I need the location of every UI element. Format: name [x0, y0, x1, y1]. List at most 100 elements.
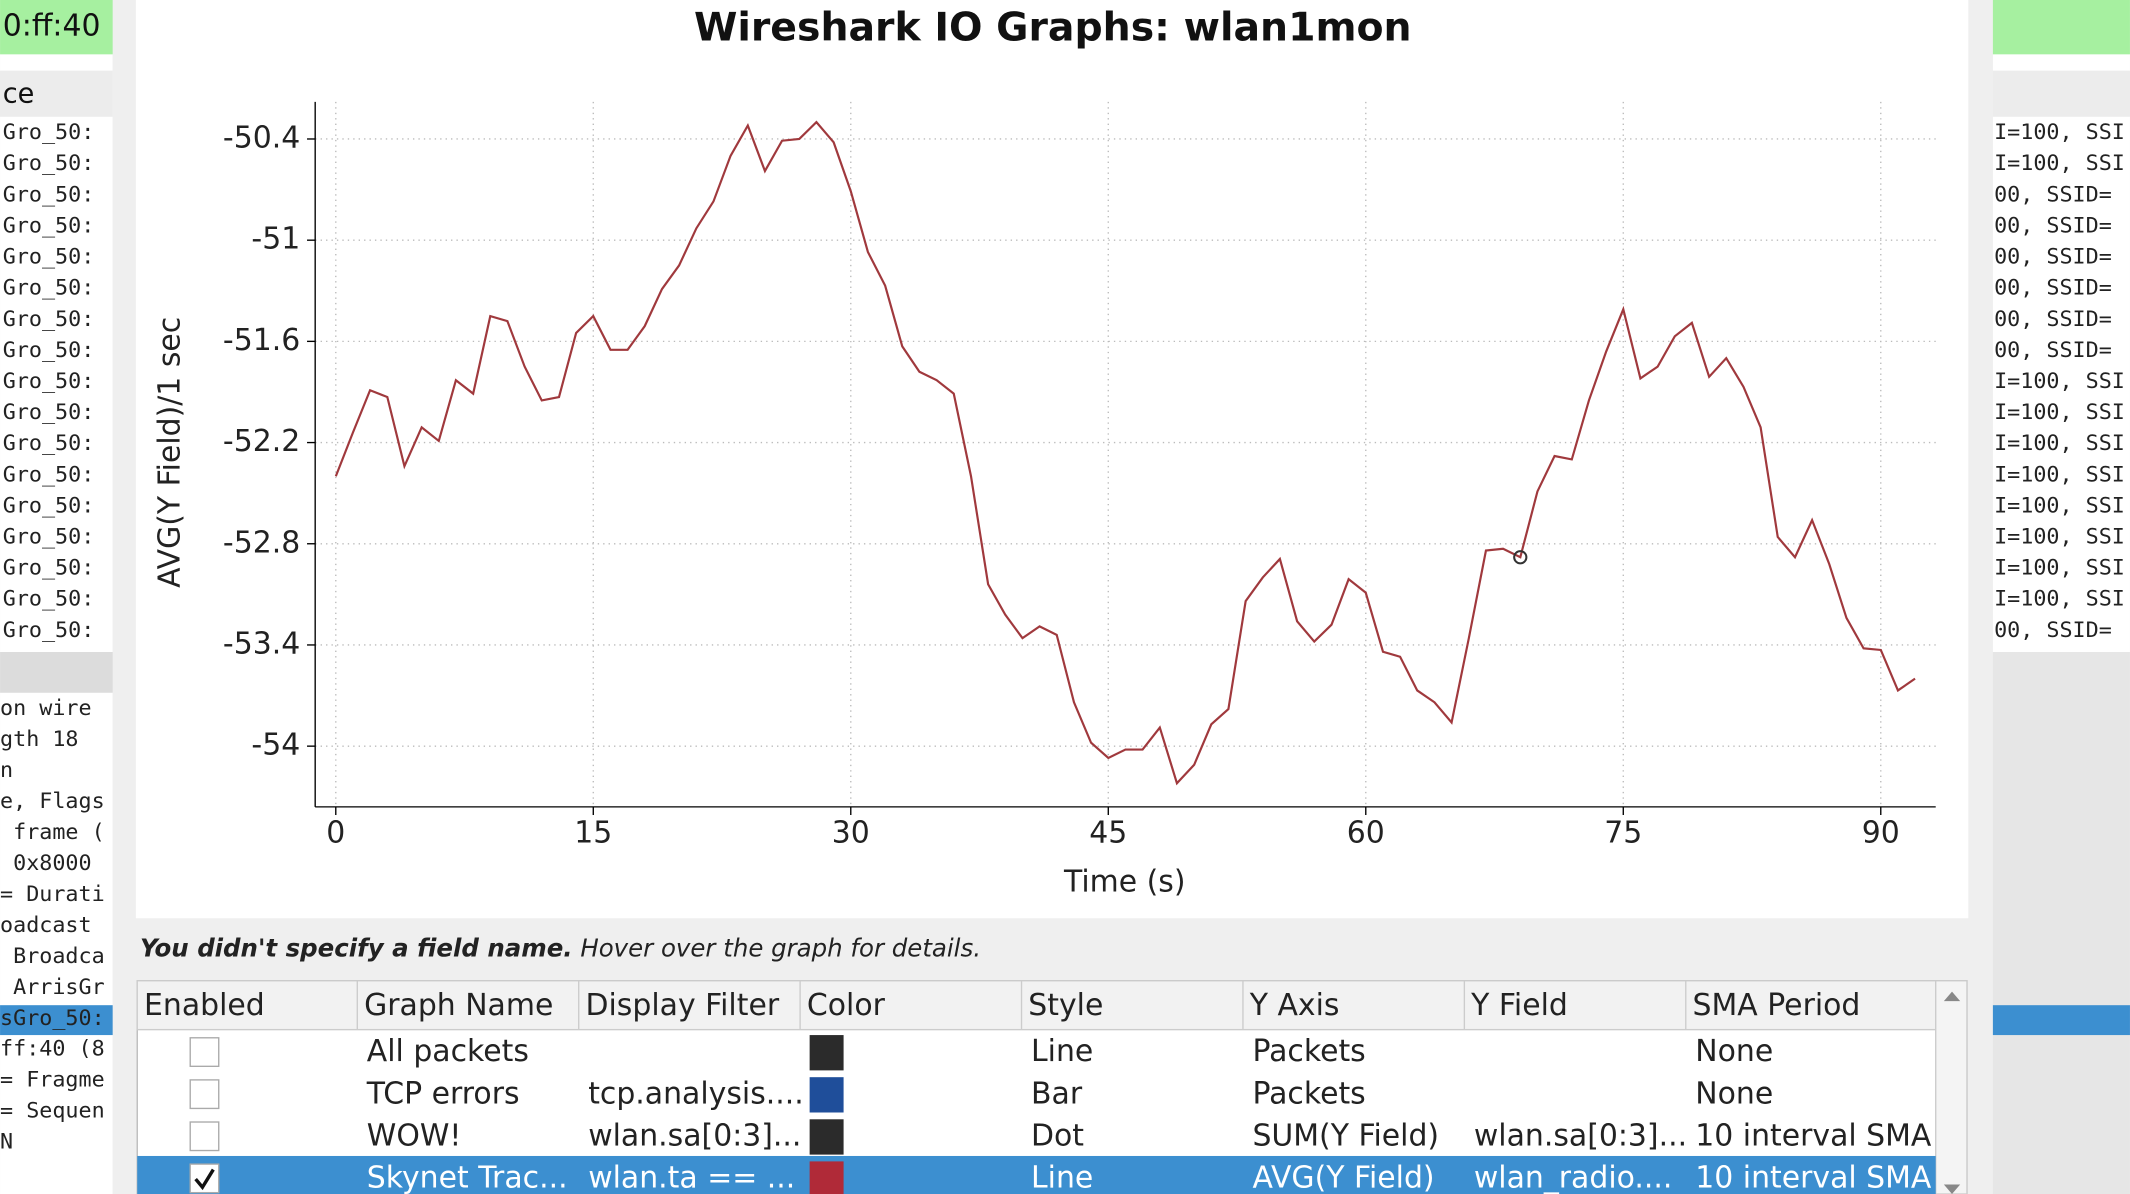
- cell-sma: 10 interval SMA: [1695, 1118, 1932, 1153]
- detail-row: N: [0, 1130, 13, 1155]
- cell-y-field: wlan_radio....: [1474, 1161, 1673, 1194]
- packet-row: Gro_50:: [3, 556, 95, 581]
- packet-row: I=100, SSI: [1994, 525, 2125, 550]
- x-tick-label: 45: [1089, 816, 1127, 851]
- cell-sma: 10 interval SMA: [1695, 1161, 1932, 1194]
- detail-row: = Sequen: [0, 1099, 105, 1124]
- selected-row[interactable]: [137, 1155, 1936, 1194]
- packet-row: 00, SSID=: [1994, 245, 2112, 270]
- checkbox[interactable]: [189, 1163, 220, 1194]
- packet-row: I=100, SSI: [1994, 493, 2125, 518]
- color-swatch[interactable]: [809, 1077, 844, 1113]
- packet-row: I=100, SSI: [1994, 587, 2125, 612]
- column-header[interactable]: Style: [1028, 988, 1103, 1023]
- packet-row: I=100, SSI: [1994, 400, 2125, 425]
- cell-y-axis: AVG(Y Field): [1252, 1161, 1434, 1194]
- detail-row: 0x8000: [0, 851, 92, 876]
- detail-row: oadcast: [0, 913, 92, 938]
- detail-row: = Fragme: [0, 1068, 105, 1093]
- left-pane: [0, 0, 113, 1194]
- table-header: [136, 980, 1937, 1031]
- hint-rest: Hover over the graph for details.: [580, 933, 981, 962]
- packet-row: 00, SSID=: [1994, 213, 2112, 238]
- packet-row: I=100, SSI: [1994, 120, 2125, 145]
- cell-y-field: wlan.sa[0:3]...: [1474, 1118, 1687, 1153]
- y-tick-label: -53.4: [223, 626, 300, 661]
- packet-row: Gro_50:: [3, 618, 95, 643]
- x-tick-label: 60: [1347, 816, 1385, 851]
- detail-row: Broadca: [0, 944, 105, 969]
- column-header[interactable]: SMA Period: [1693, 988, 1861, 1023]
- detail-row: sGro_50:: [0, 1006, 105, 1031]
- checkbox[interactable]: [189, 1079, 220, 1110]
- packet-row: Gro_50:: [3, 369, 95, 394]
- x-tick-label: 15: [574, 816, 612, 851]
- packet-row: I=100, SSI: [1994, 431, 2125, 456]
- detail-row: e, Flags: [0, 789, 105, 814]
- column-header[interactable]: Y Axis: [1249, 988, 1340, 1023]
- checkbox[interactable]: [189, 1121, 220, 1152]
- cell-style: Line: [1031, 1161, 1093, 1194]
- packet-row: Gro_50:: [3, 462, 95, 487]
- packet-row: Gro_50:: [3, 338, 95, 363]
- hint: You didn't specify a field name. Hover o…: [140, 933, 981, 962]
- packet-row: Gro_50:: [3, 245, 95, 270]
- cell-style: Dot: [1031, 1118, 1084, 1153]
- detail-row: n: [0, 758, 13, 783]
- cell-name: All packets: [367, 1034, 529, 1069]
- y-tick-label: -52.2: [223, 424, 300, 459]
- cell-sma: None: [1695, 1076, 1773, 1111]
- packet-row: 00, SSID=: [1994, 338, 2112, 363]
- packet-row: Gro_50:: [3, 431, 95, 456]
- packet-row: Gro_50:: [3, 213, 95, 238]
- cell-y-axis: SUM(Y Field): [1252, 1118, 1439, 1153]
- column-header[interactable]: Y Field: [1470, 988, 1568, 1023]
- column-header[interactable]: Graph Name: [364, 988, 553, 1023]
- right-filter-bar: [1992, 0, 2130, 55]
- checkmark: [194, 1168, 215, 1191]
- column-header[interactable]: Enabled: [144, 988, 265, 1023]
- chart: Wireshark IO Graphs: wlan1mon Time (s) A…: [153, 4, 1936, 899]
- packet-row: Gro_50:: [3, 587, 95, 612]
- cell-style: Line: [1031, 1034, 1093, 1069]
- x-axis-label: Time (s): [1063, 864, 1185, 899]
- packet-row: Gro_50:: [3, 307, 95, 332]
- left-divider: [0, 652, 113, 693]
- scrollbar[interactable]: [1935, 980, 1968, 1194]
- column-header[interactable]: Color: [807, 988, 886, 1023]
- packet-row: I=100, SSI: [1994, 151, 2125, 176]
- column-header[interactable]: Display Filter: [585, 988, 779, 1023]
- cell-name: WOW!: [367, 1118, 462, 1153]
- left-header-bg: [0, 70, 113, 117]
- left-column-header: ce: [3, 79, 35, 110]
- color-swatch[interactable]: [809, 1119, 844, 1155]
- detail-row: gth 18: [0, 727, 78, 752]
- color-swatch[interactable]: [809, 1161, 844, 1194]
- packet-row: Gro_50:: [3, 276, 95, 301]
- right-lower: [1992, 652, 2130, 1194]
- checkbox[interactable]: [189, 1037, 220, 1067]
- y-tick-label: -51.6: [223, 323, 300, 358]
- cell-filter: wlan.sa[0:3]...: [588, 1118, 801, 1153]
- cell-filter: wlan.ta == ...: [588, 1161, 795, 1194]
- x-tick-label: 30: [832, 816, 870, 851]
- packet-row: 00, SSID=: [1994, 307, 2112, 332]
- left-filter-text: 0:ff:40: [3, 9, 101, 44]
- detail-row: on wire: [0, 696, 92, 721]
- y-tick-label: -51: [251, 222, 300, 257]
- hover-point[interactable]: [1513, 550, 1528, 565]
- packet-row: 00, SSID=: [1994, 276, 2112, 301]
- left-filter-bar: [0, 0, 113, 55]
- packet-row: I=100, SSI: [1994, 556, 2125, 581]
- y-axis-label: AVG(Y Field)/1 sec: [153, 317, 188, 588]
- color-swatch[interactable]: [809, 1035, 844, 1071]
- x-tick-label: 75: [1604, 816, 1642, 851]
- packet-row: Gro_50:: [3, 400, 95, 425]
- cell-filter: tcp.analysis....: [588, 1076, 804, 1111]
- packet-row: Gro_50:: [3, 120, 95, 145]
- y-tick-label: -50.4: [223, 120, 300, 155]
- x-tick-label: 90: [1862, 816, 1900, 851]
- detail-row: ArrisGr: [0, 975, 105, 1000]
